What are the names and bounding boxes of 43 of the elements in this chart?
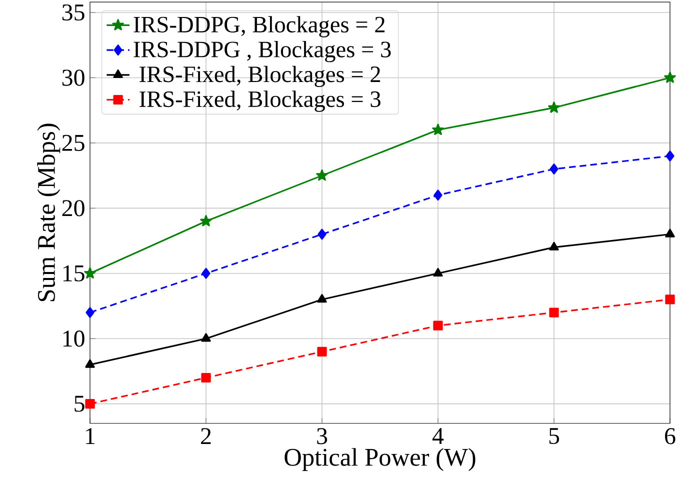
point [665, 294, 675, 304]
x-tick-label: 1 [86, 428, 95, 444]
point [549, 242, 559, 250]
point [433, 268, 443, 276]
point [317, 294, 327, 303]
y-tick-label: 15 [63, 265, 84, 282]
x-tick-label: 5 [549, 428, 560, 444]
point [85, 359, 95, 368]
point [201, 333, 211, 342]
point [316, 169, 328, 181]
y-tick-label: 5 [74, 396, 84, 412]
point [433, 320, 443, 330]
point [85, 399, 95, 409]
y-tick-label: 25 [62, 134, 84, 151]
x-tick-label: 4 [432, 428, 444, 444]
point [201, 372, 211, 383]
point [200, 215, 212, 226]
x-axis-title: Optical Power (W) [284, 448, 476, 471]
y-tick-label: 20 [62, 200, 84, 216]
y-tick-label: 30 [62, 70, 84, 86]
legend-label: IRS-DDPG , Blockages = 3 [134, 40, 391, 62]
legend-label: IRS-Fixed, Blockages = 2 [140, 66, 380, 88]
point [550, 164, 558, 174]
point [548, 102, 560, 113]
x-tick-label: 3 [317, 428, 328, 444]
point [434, 190, 442, 201]
point [549, 308, 559, 318]
point [202, 268, 210, 279]
legend-label: IRS-DDPG, Blockages = 2 [134, 16, 385, 38]
x-tick-label: 2 [201, 428, 211, 444]
point [318, 228, 326, 240]
y-tick-label: 10 [63, 330, 84, 347]
point [317, 346, 327, 356]
point [665, 228, 675, 238]
point [432, 124, 444, 135]
y-tick-label: 35 [62, 4, 84, 21]
point [666, 150, 674, 162]
point [86, 307, 94, 318]
x-tick-label: 6 [665, 428, 676, 444]
point [84, 267, 96, 278]
point [664, 72, 676, 83]
legend-label: IRS-Fixed, Blockages = 3 [140, 90, 380, 112]
y-axis-title: Sum Rate (Mbps) [37, 124, 60, 302]
